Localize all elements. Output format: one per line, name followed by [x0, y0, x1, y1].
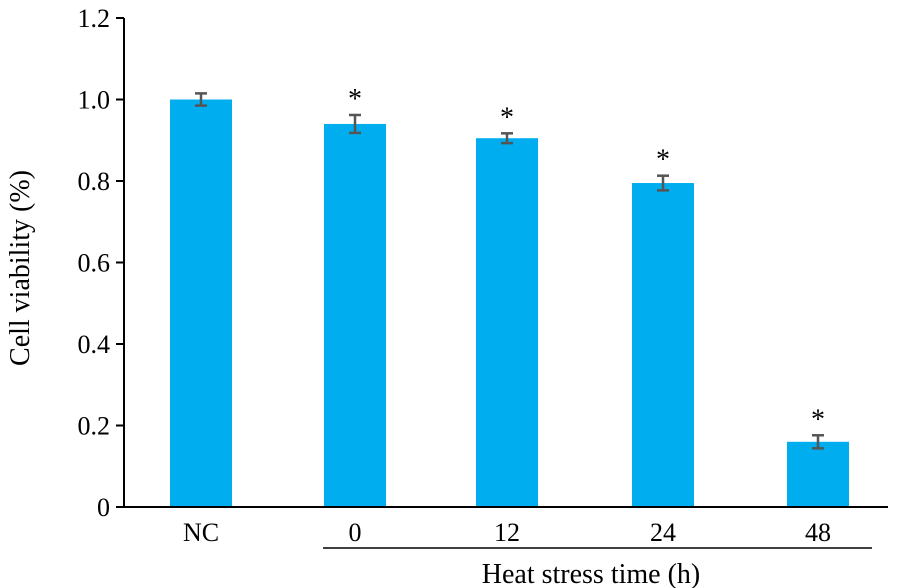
- error-bar-12: [501, 132, 513, 145]
- y-tick-label: 1.2: [78, 4, 111, 33]
- y-tick-label: 0.2: [78, 412, 111, 441]
- y-ticks-group: 0 0.2 0.4 0.6 0.8 1.0 1.2: [78, 4, 124, 522]
- x-tick-label-48: 48: [805, 518, 831, 547]
- error-bar-24: [657, 174, 669, 192]
- x-tick-labels-group: NC 0 12 24 48: [183, 518, 831, 547]
- x-tick-label-NC: NC: [183, 518, 219, 547]
- x-axis-title: Heat stress time (h): [482, 559, 701, 588]
- significance-markers-group: * * * *: [348, 84, 825, 435]
- bar-NC: [170, 99, 232, 507]
- bar-12: [476, 138, 538, 507]
- bars-group: [170, 99, 849, 507]
- y-tick-label: 0: [97, 493, 110, 522]
- error-bar-48: [812, 434, 824, 450]
- bar-0: [324, 123, 386, 507]
- significance-marker-12: *: [500, 102, 514, 133]
- significance-marker-24: *: [656, 145, 670, 176]
- y-tick-label: 0.8: [78, 167, 111, 196]
- x-tick-label-0: 0: [349, 518, 362, 547]
- y-tick-label: 0.4: [78, 330, 111, 359]
- error-bars-group: [195, 92, 824, 450]
- y-axis-title: Cell viability (%): [5, 170, 36, 366]
- x-tick-label-12: 12: [494, 518, 520, 547]
- significance-marker-48: *: [811, 404, 825, 435]
- y-tick-label: 0.6: [78, 249, 111, 278]
- y-tick-label: 1.0: [78, 86, 111, 115]
- error-bar-NC: [195, 92, 207, 107]
- bar-48: [787, 441, 849, 507]
- significance-marker-0: *: [348, 84, 362, 115]
- bar-24: [632, 183, 694, 507]
- error-bar-0: [349, 113, 361, 135]
- x-tick-label-24: 24: [650, 518, 676, 547]
